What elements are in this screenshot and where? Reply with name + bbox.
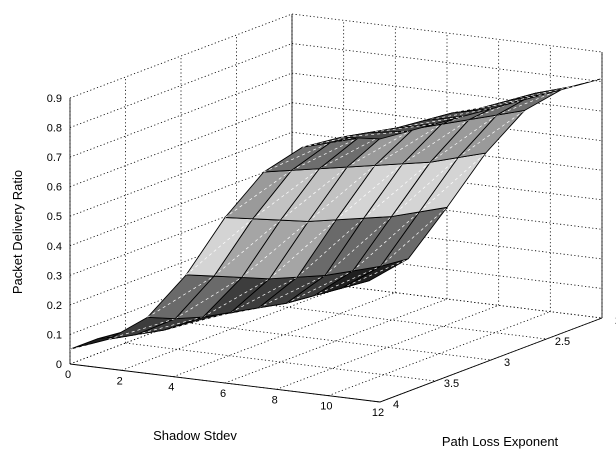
surface-diagonal (252, 168, 320, 220)
x-gridline-floor (224, 298, 448, 384)
z-tick-label: 0.3 (47, 270, 62, 282)
z-gridline-side (291, 13, 603, 53)
surface-diagonal (457, 110, 525, 158)
surface-diagonal (419, 152, 486, 213)
surface-diagonal (380, 207, 448, 267)
surface-diagonal (341, 131, 408, 138)
surface-diagonal (352, 211, 420, 272)
z-axis-label: Packet Delivery Ratio (10, 170, 25, 294)
x-tick-label: 4 (168, 382, 174, 394)
surface-diagonal (224, 170, 292, 218)
surface-mesh (69, 78, 603, 350)
x-gridline-floor (276, 304, 499, 390)
surface-diagonal (346, 128, 414, 168)
x-axis-line (69, 363, 381, 403)
surface-diagonal (308, 165, 375, 222)
z-tick-label: 0.9 (47, 93, 62, 105)
surface-diagonal (230, 276, 298, 313)
y-gridline-floor (291, 279, 603, 319)
surface-diagonal (280, 166, 348, 221)
x-tick-label: 2 (117, 375, 123, 387)
tick-labels: 0 2 4 6 8 10 12 2 2.5 3 3.5 4 0 0.1 0.2 0.3 0.4 0.5 0.6 0.7… (47, 93, 616, 419)
z-gridline-side (291, 43, 603, 82)
surface-diagonal (424, 108, 492, 121)
y-axis-line (379, 317, 603, 403)
surface-diagonal (374, 123, 442, 166)
x-tick-label: 0 (65, 369, 71, 381)
y-tick-label: 2 (615, 315, 616, 327)
surface-diagonal (202, 278, 270, 318)
z-gridline-side (291, 72, 603, 112)
surface-diagonal (186, 218, 253, 276)
surface-diagonal (368, 123, 436, 133)
surface-diagonal (191, 307, 259, 323)
z-tick-label: 0.4 (47, 241, 62, 253)
y-gridline-floor (180, 321, 492, 361)
z-tick-label: 0.1 (47, 329, 62, 341)
surface-diagonal (69, 334, 137, 350)
z-gridline-side (291, 190, 603, 230)
z-tick-label: 0 (56, 359, 62, 371)
surface-diagonal (263, 142, 331, 173)
x-axis-label: Shadow Stdev (153, 428, 237, 443)
y-tick-label: 3 (504, 357, 510, 369)
z-tick-label: 0.8 (47, 123, 62, 135)
surface-diagonal (402, 119, 470, 165)
z-tick-label: 0.7 (47, 152, 62, 164)
z-tick-label: 0.2 (47, 300, 62, 312)
surface-diagonal (319, 133, 386, 170)
z-gridline-side (291, 220, 603, 260)
z-tick-label: 0.6 (47, 182, 62, 194)
surface-diagonal (313, 266, 381, 297)
y-tick-label: 3.5 (444, 378, 459, 390)
surface-diagonal (507, 85, 575, 102)
y-tick-label: 4 (393, 399, 399, 411)
surface-diagonal (241, 221, 309, 278)
y-axis-label: Path Loss Exponent (442, 434, 559, 449)
y-tick-label: 2.5 (555, 336, 570, 348)
z-gridline-side (291, 161, 603, 201)
x-tick-label: 12 (372, 407, 384, 419)
surface-diagonal (291, 137, 359, 171)
x-tick-label: 6 (220, 388, 226, 400)
x-tick-label: 10 (320, 401, 332, 413)
surface-diagonal (391, 157, 459, 217)
z-tick-label: 0.5 (47, 211, 62, 223)
surface-diagonal (286, 270, 353, 304)
front-axes (69, 317, 603, 403)
surface-diagonal (147, 275, 215, 318)
surface-diagonal (175, 277, 242, 319)
surface-diagonal (452, 100, 519, 114)
x-tick-label: 8 (272, 394, 278, 406)
surface-diagonal (335, 163, 403, 221)
surface-diagonal (363, 161, 431, 219)
surface-diagonal (213, 219, 281, 277)
surface-diagonal (258, 275, 326, 309)
surface-diagonal (341, 258, 409, 289)
surface-diagonal (396, 115, 464, 129)
surface-diagonal (479, 93, 547, 109)
y-gridline-floor (125, 342, 436, 382)
surface-diagonal (269, 219, 337, 280)
surface-diagonal (297, 217, 364, 278)
surface-diagonal (324, 216, 392, 276)
surface-diagonal (430, 114, 497, 163)
surface-diagonal (535, 78, 603, 94)
y-gridline-floor (236, 300, 547, 340)
